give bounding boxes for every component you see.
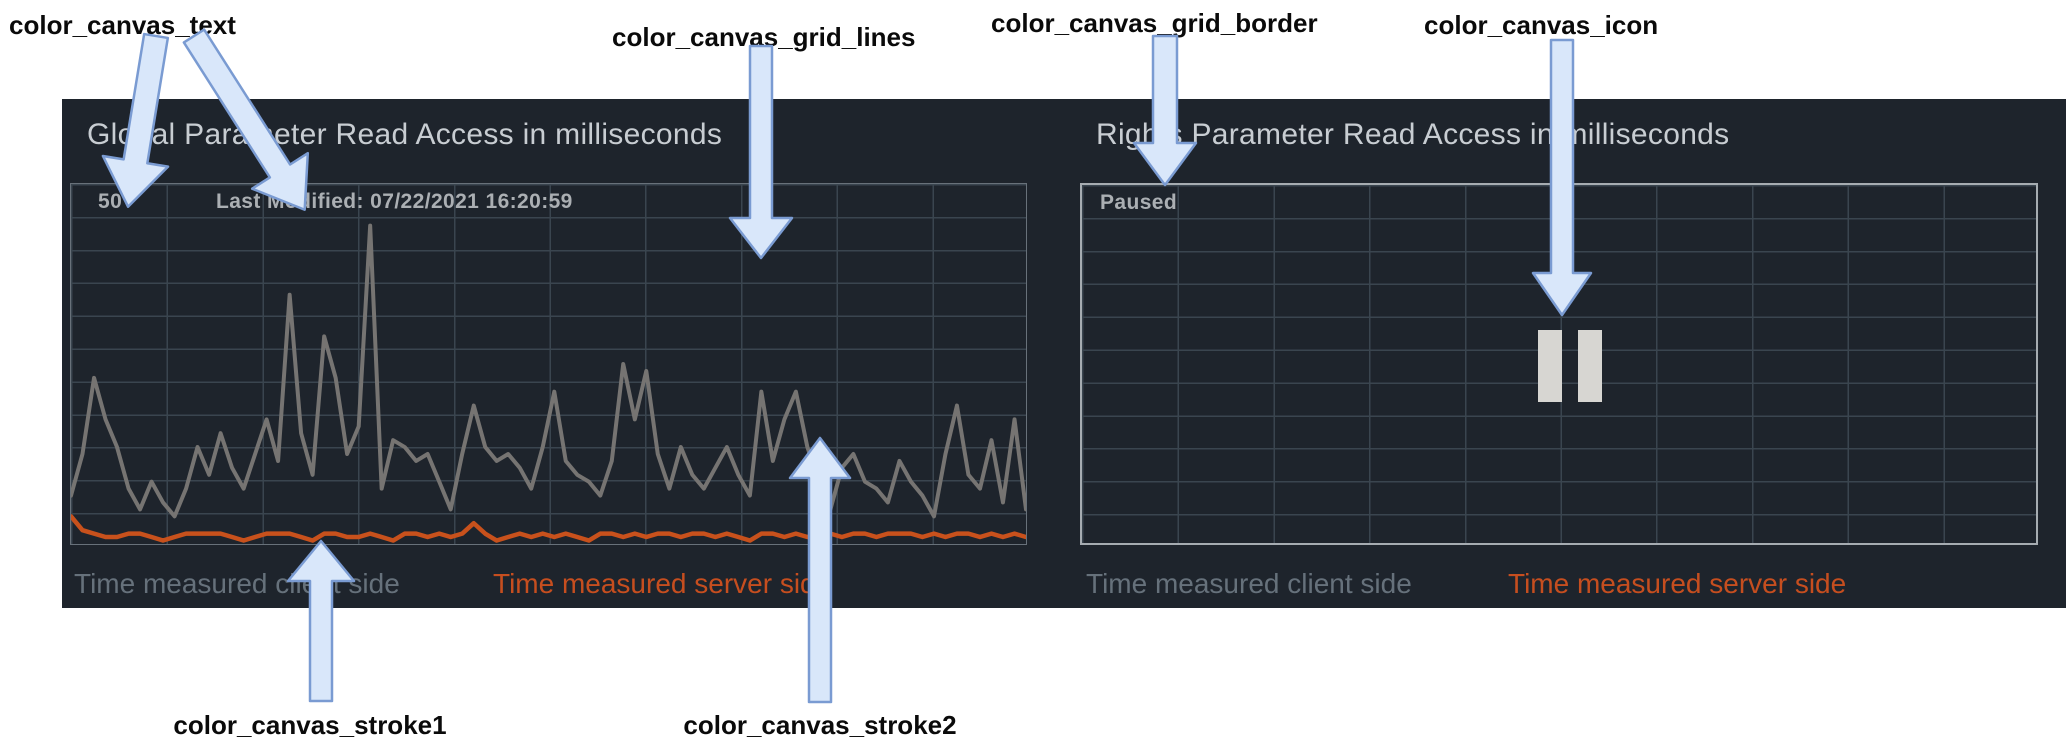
last-modified-label: Last Modified: 07/22/2021 16:20:59 [216, 190, 573, 213]
server-time-line [71, 514, 1026, 543]
pause-icon-bar [1538, 330, 1562, 402]
y-axis-max-label: 50 [98, 190, 123, 213]
annotation-label-canvas-grid-border: color_canvas_grid_border [991, 8, 1318, 38]
left-chart-title: Global Parameter Read Access in millisec… [87, 118, 723, 151]
right-legend-client: Time measured client side [1086, 568, 1412, 599]
annotation-label-canvas-stroke2: color_canvas_stroke2 [683, 710, 957, 740]
client-time-line [71, 223, 1026, 519]
left-chart-canvas[interactable]: 50 Last Modified: 07/22/2021 16:20:59 [70, 183, 1027, 545]
left-chart-series [71, 223, 1026, 543]
annotation-label-canvas-text: color_canvas_text [9, 10, 236, 40]
right-chart-title: Rights Parameter Read Access in millisec… [1096, 118, 1730, 151]
right-legend-server: Time measured server side [1508, 568, 1847, 599]
pause-icon-bar [1578, 330, 1602, 402]
pause-icon [1538, 330, 1602, 402]
left-legend-client: Time measured client side [74, 568, 400, 599]
right-chart-canvas[interactable]: Paused [1080, 183, 2038, 545]
annotation-label-canvas-stroke1: color_canvas_stroke1 [173, 710, 447, 740]
paused-status-label: Paused [1100, 191, 1178, 214]
annotation-label-canvas-grid-lines: color_canvas_grid_lines [612, 22, 916, 52]
left-legend-server: Time measured server side [493, 568, 832, 599]
annotation-label-canvas-icon: color_canvas_icon [1424, 10, 1659, 40]
